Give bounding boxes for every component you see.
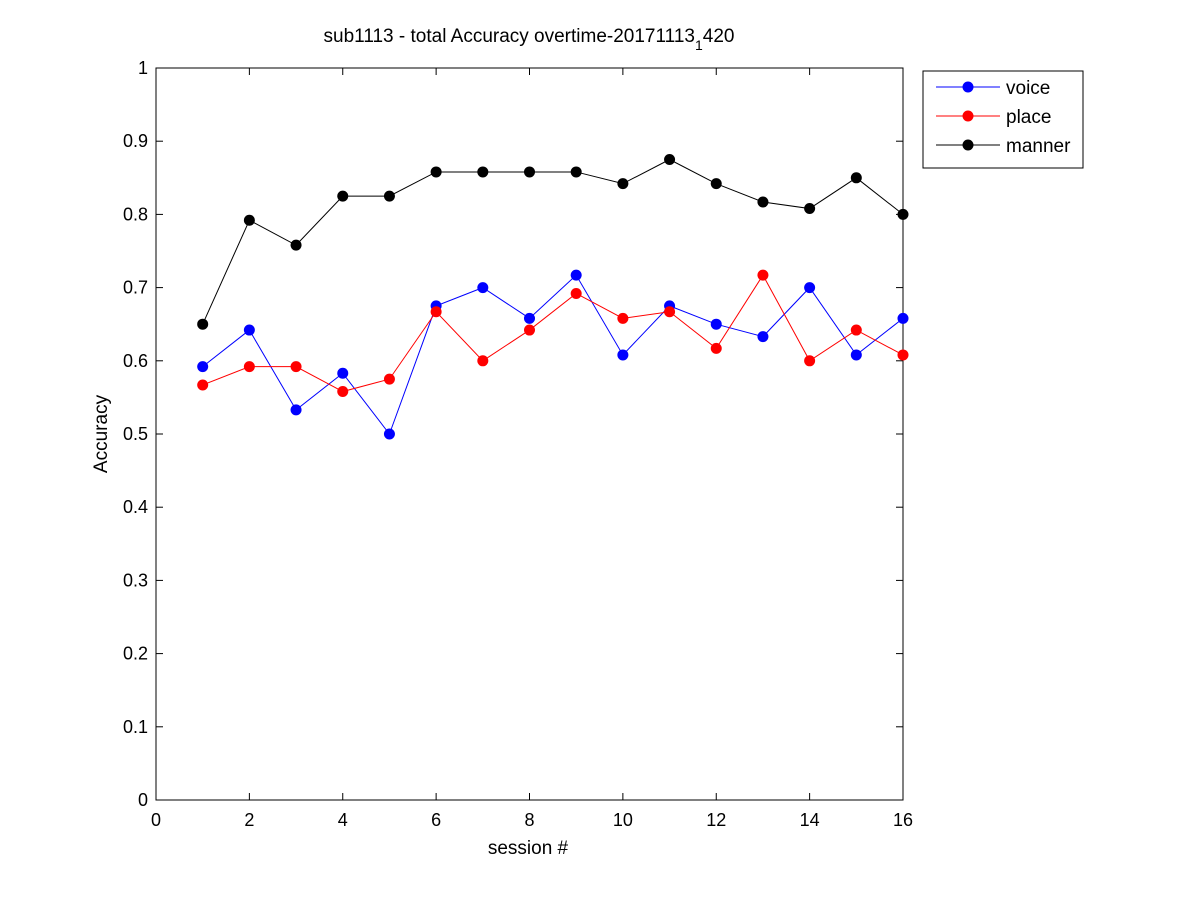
- data-point-voice: [477, 282, 489, 294]
- x-tick-label: 12: [706, 810, 726, 830]
- data-point-voice: [337, 367, 349, 379]
- data-point-manner: [710, 178, 722, 190]
- y-tick-label: 0.5: [123, 424, 148, 444]
- series-layer: [197, 154, 909, 440]
- y-tick-label: 0.4: [123, 497, 148, 517]
- legend-item-manner: manner: [936, 136, 1071, 157]
- chart-title: sub1113 - total Accuracy overtime-201711…: [324, 26, 735, 53]
- x-tick-label: 0: [151, 810, 161, 830]
- x-tick-label: 4: [338, 810, 348, 830]
- legend-marker: [962, 81, 974, 93]
- data-point-voice: [243, 324, 255, 336]
- data-point-manner: [477, 166, 489, 178]
- data-point-manner: [197, 318, 209, 330]
- series-place: [197, 269, 909, 398]
- data-point-manner: [430, 166, 442, 178]
- data-point-manner: [897, 208, 909, 220]
- data-point-manner: [243, 214, 255, 226]
- series-manner: [197, 154, 909, 330]
- data-point-place: [617, 312, 629, 324]
- data-point-place: [524, 324, 535, 336]
- data-point-voice: [804, 282, 816, 294]
- data-point-voice: [617, 349, 629, 361]
- data-point-manner: [570, 166, 582, 178]
- data-point-place: [290, 361, 302, 373]
- legend-item-voice: voice: [936, 78, 1050, 99]
- data-point-voice: [383, 428, 395, 440]
- y-tick-label: 0.1: [123, 717, 148, 737]
- data-point-voice: [757, 331, 769, 343]
- y-tick-label: 0.2: [123, 644, 148, 664]
- y-tick-label: 0.6: [123, 351, 148, 371]
- series-line-manner: [202, 158, 904, 325]
- chart-title-main: sub1113 - total Accuracy overtime-201711…: [324, 26, 695, 47]
- x-tick-label: 16: [893, 810, 913, 830]
- y-tick-label: 0: [138, 790, 148, 810]
- data-point-place: [243, 361, 255, 373]
- data-point-place: [383, 373, 395, 385]
- data-point-place: [757, 269, 769, 281]
- legend-item-place: place: [936, 107, 1051, 128]
- y-tick-label: 1: [138, 58, 148, 78]
- legend-marker: [962, 139, 974, 151]
- data-point-place: [804, 355, 816, 367]
- y-axis-ticks: 0 0.1 0.2 0.3 0.4 0.5 0.6 0.7 0.8 0.9 1: [123, 58, 903, 810]
- x-tick-label: 8: [524, 810, 534, 830]
- legend: voice place manner: [922, 70, 1084, 169]
- data-point-manner: [383, 190, 395, 202]
- data-point-manner: [664, 154, 676, 165]
- data-point-voice: [197, 361, 209, 373]
- y-tick-label: 0.8: [123, 204, 148, 224]
- legend-label: place: [1006, 107, 1051, 128]
- data-point-voice: [290, 404, 302, 416]
- x-tick-label: 2: [244, 810, 254, 830]
- data-point-voice: [897, 312, 909, 324]
- y-tick-label: 0.9: [123, 131, 148, 151]
- y-tick-label: 0.7: [123, 278, 148, 298]
- series-line-voice: [202, 274, 904, 436]
- data-point-manner: [850, 172, 862, 184]
- data-point-place: [664, 306, 676, 318]
- y-tick-label: 0.3: [123, 570, 148, 590]
- x-axis-ticks: 0 2 4 6 8 10 12 14 16: [151, 68, 913, 830]
- legend-label: voice: [1006, 78, 1050, 99]
- data-point-place: [850, 324, 862, 336]
- data-point-manner: [524, 166, 535, 178]
- data-point-manner: [617, 178, 629, 190]
- data-point-manner: [290, 239, 302, 251]
- data-point-manner: [804, 203, 816, 215]
- data-point-voice: [524, 312, 535, 324]
- data-point-place: [430, 306, 442, 318]
- chart-title-subscript: 1: [695, 37, 703, 53]
- data-point-voice: [850, 349, 862, 361]
- y-axis-label: Accuracy: [91, 394, 112, 473]
- data-point-manner: [337, 190, 349, 202]
- x-tick-label: 6: [431, 810, 441, 830]
- x-axis-label: session #: [488, 838, 569, 859]
- series-line-place: [202, 274, 904, 393]
- data-point-place: [477, 355, 489, 367]
- chart-title-suffix: 420: [703, 26, 735, 47]
- data-point-place: [897, 349, 909, 361]
- legend-label: manner: [1006, 136, 1071, 157]
- data-point-voice: [710, 318, 722, 330]
- data-point-voice: [570, 269, 582, 281]
- x-tick-label: 14: [800, 810, 820, 830]
- data-point-manner: [757, 196, 769, 208]
- data-point-place: [197, 379, 209, 391]
- legend-marker: [962, 110, 974, 122]
- x-tick-label: 10: [613, 810, 633, 830]
- data-point-place: [710, 342, 722, 354]
- data-point-place: [337, 386, 349, 398]
- data-point-place: [570, 287, 582, 299]
